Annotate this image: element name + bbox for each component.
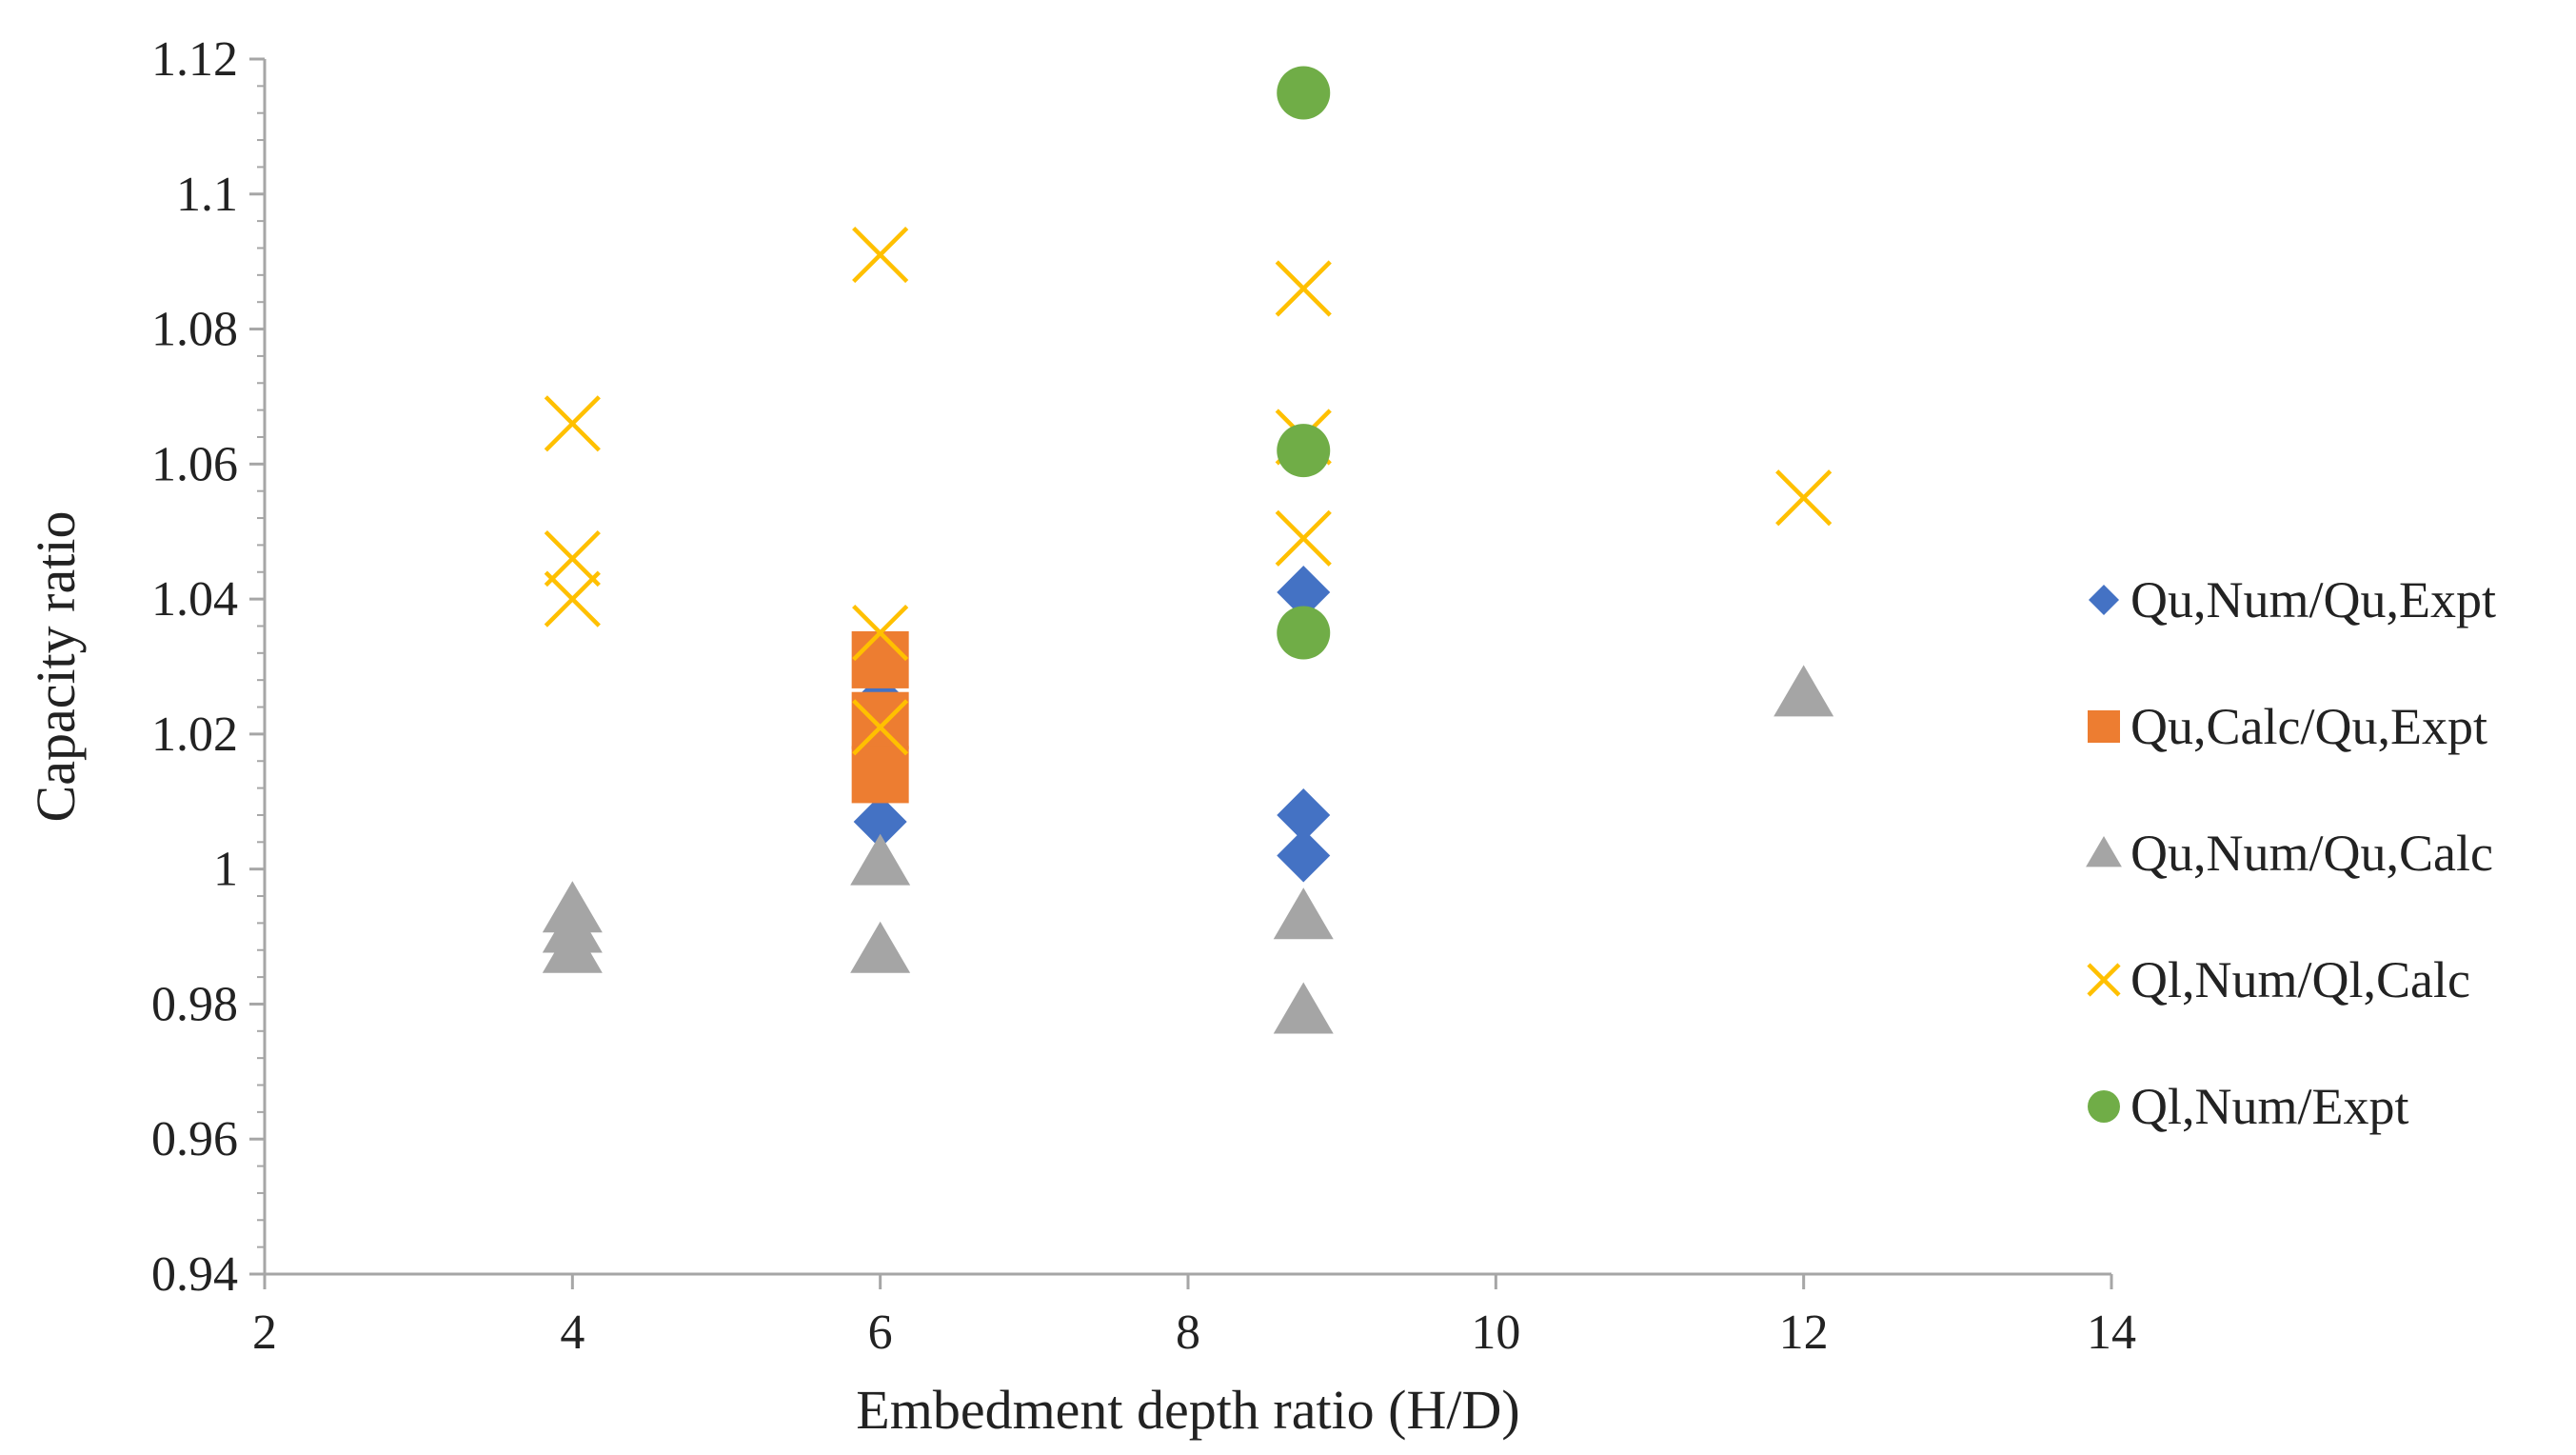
data-point [1277,787,1331,842]
data-point [851,746,909,804]
data-point [544,395,601,452]
data-point-stroke [1275,509,1332,567]
y-tick-label: 1.02 [151,708,238,762]
series-1 [853,566,1331,883]
plot-area [542,66,1834,1034]
data-point [1277,66,1331,120]
series-2 [851,630,909,804]
x-tick-label: 14 [2087,1306,2136,1360]
y-tick-label: 1.1 [176,168,238,222]
legend-label: Qu,Calc/Qu,Expt [2130,698,2487,755]
x-axis-title: Embedment depth ratio (H/D) [856,1379,1519,1441]
y-tick-label: 0.96 [151,1112,238,1166]
data-point [852,226,909,284]
x-tick-label: 2 [252,1306,277,1360]
legend-item: Qu,Num/Qu,Calc [2086,825,2493,882]
legend-label: Qu,Num/Qu,Calc [2130,825,2493,882]
y-tick-label: 0.94 [151,1247,238,1302]
legend-item: Qu,Num/Qu,Expt [2089,571,2496,628]
legend-item: Ql,Num/Ql,Calc [2087,951,2470,1008]
x-tick-label: 10 [1471,1306,1520,1360]
data-point-stroke [1775,469,1833,527]
data-point [1773,665,1834,717]
x-tick-label: 6 [868,1306,893,1360]
y-tick-label: 1 [213,843,238,897]
data-point-stroke [852,226,909,284]
data-point [852,604,909,662]
axes: 0.94 0.96 0.98 1 1.02 1.04 1.06 1.08 1.1 1.12 2 4 6 8… [151,32,2136,1360]
data-point-stroke [852,604,909,662]
data-point [852,699,909,756]
x-tick-label: 8 [1176,1306,1200,1360]
data-point [850,833,911,886]
data-point-stroke [852,699,909,756]
legend-item: Qu,Calc/Qu,Expt [2088,698,2487,755]
data-point [1277,606,1331,660]
data-point [1775,469,1833,527]
data-point [1275,509,1332,567]
data-point [851,691,909,749]
data-point [853,795,907,849]
data-point-stroke [544,570,601,628]
legend-marker-stroke [2087,963,2121,997]
legend-marker [2089,585,2119,615]
legend: Qu,Num/Qu,Expt Qu,Calc/Qu,Expt Qu,Num/Qu,C… [2086,571,2496,1135]
legend-marker [2086,836,2122,867]
y-axis-title: Capacity ratio [25,511,87,823]
data-point [851,630,909,688]
data-point [1275,260,1332,317]
legend-marker [2087,963,2121,997]
data-point [1277,828,1331,883]
data-point [1277,566,1331,620]
legend-marker [2088,710,2120,743]
legend-label: Qu,Num/Qu,Expt [2130,571,2496,628]
series-5 [1277,66,1331,660]
data-point [1273,982,1334,1034]
data-point [850,921,911,973]
series-3 [542,665,1834,1034]
data-point [544,570,601,628]
data-point [1273,887,1334,940]
y-tick-label: 1.04 [151,572,238,627]
data-point-stroke [544,395,601,452]
legend-label: Ql,Num/Expt [2130,1078,2409,1135]
y-tick-label: 1.06 [151,437,238,491]
legend-label: Ql,Num/Ql,Calc [2130,951,2470,1008]
data-point-stroke [1275,260,1332,317]
y-tick-label: 0.98 [151,977,238,1031]
data-point [1277,424,1331,478]
legend-marker [2088,1090,2120,1123]
data-point-stroke [544,529,601,588]
series-4 [544,226,1833,756]
x-tick-label: 12 [1779,1306,1829,1360]
data-point [544,529,601,588]
legend-item: Ql,Num/Expt [2088,1078,2409,1135]
data-point [542,921,603,973]
x-tick-label: 4 [560,1306,585,1360]
y-tick-label: 1.08 [151,303,238,357]
y-tick-label: 1.12 [151,32,238,87]
